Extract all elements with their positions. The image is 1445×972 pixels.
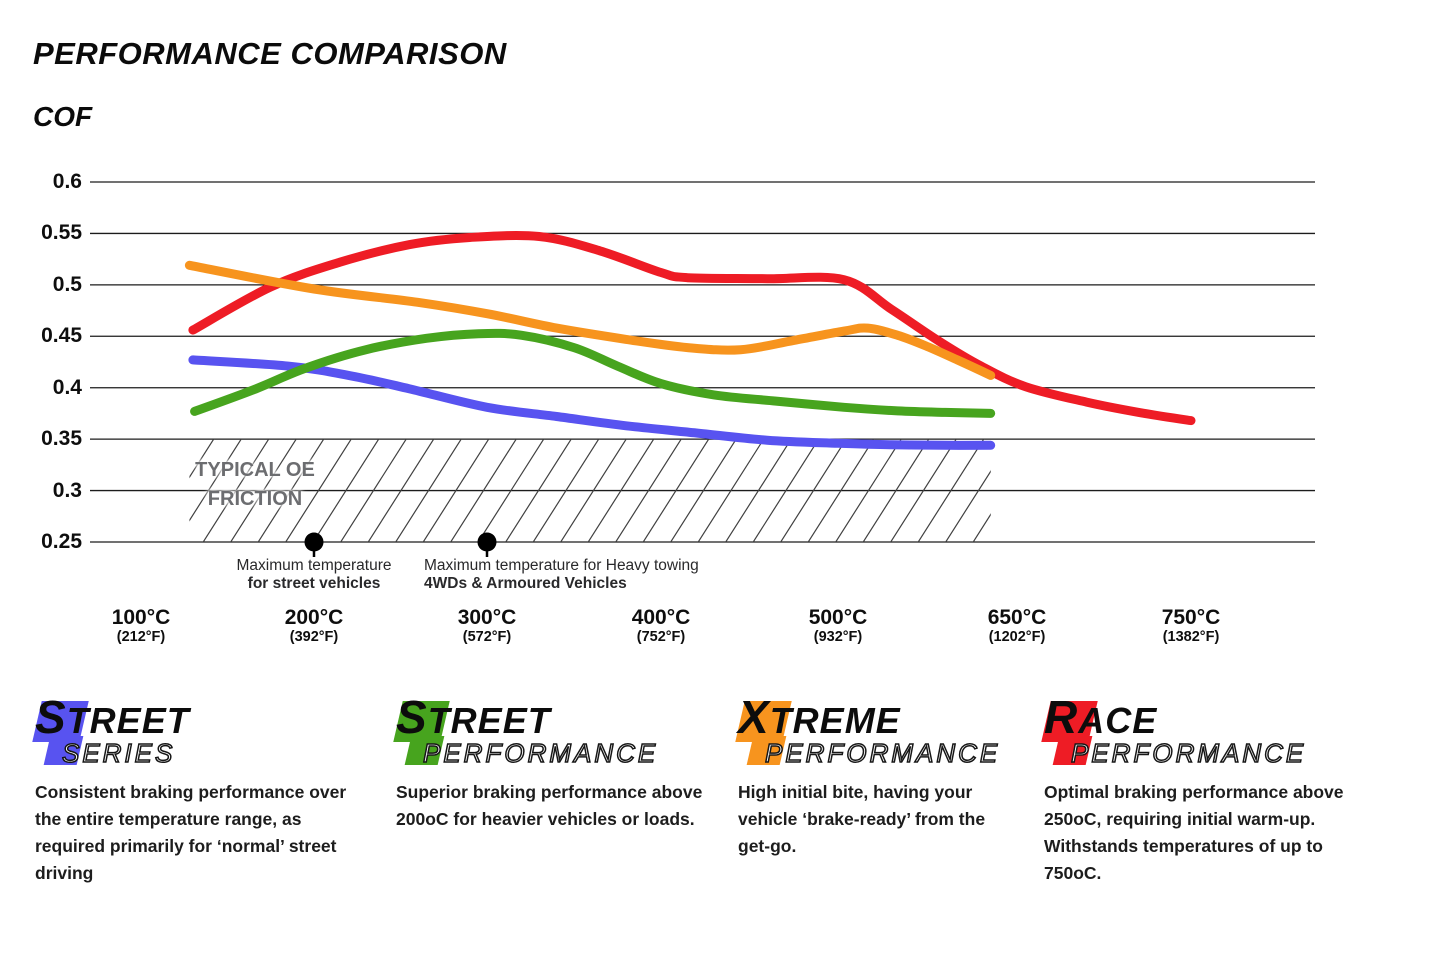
- legend-description: Superior braking performance above 200oC…: [396, 782, 703, 829]
- x-tick-celsius: 100°C: [111, 606, 171, 629]
- legend-description: High initial bite, having your vehicle ‘…: [738, 782, 986, 856]
- legend-item-street-performance: STREET PERFORMANCE Superior braking perfor…: [393, 694, 714, 833]
- marker-dot-0: [304, 532, 324, 552]
- x-tick-label-300: 300°C (572°F): [412, 607, 562, 646]
- x-tick-fahrenheit: (1202°F): [988, 629, 1046, 645]
- logo-line2: PERFORMANCE: [422, 737, 659, 769]
- y-tick-label-0.35: 0.35: [41, 427, 82, 451]
- annotation-1: Maximum temperature for Heavy towing 4WDs…: [424, 557, 734, 592]
- logo-big-letter: X: [738, 691, 770, 743]
- legend-description: Optimal braking performance above 250oC,…: [1044, 782, 1344, 883]
- y-tick-label-0.55: 0.55: [41, 221, 82, 245]
- x-tick-fahrenheit: (212°F): [116, 629, 166, 645]
- annotation-line1: Maximum temperature for Heavy towing: [424, 557, 699, 574]
- annotation-0: Maximum temperature for street vehicles: [199, 557, 429, 592]
- x-tick-label-200: 200°C (392°F): [239, 607, 389, 646]
- marker-dot-1: [477, 532, 497, 552]
- x-tick-label-750: 750°C (1382°F): [1116, 607, 1266, 646]
- logo-line2: SERIES: [61, 737, 176, 769]
- legend-item-race-performance: RACE PERFORMANCE Optimal braking performan…: [1041, 694, 1369, 887]
- series-line-street-series: [188, 355, 996, 450]
- band-label-line1: TYPICAL OE: [195, 459, 315, 481]
- annotation-line1: Maximum temperature: [236, 557, 392, 574]
- x-tick-label-500: 500°C (932°F): [763, 607, 913, 646]
- logo-rest-letters: ACE: [1078, 700, 1158, 741]
- x-tick-celsius: 650°C: [987, 606, 1047, 629]
- logo-line1: STREET: [396, 694, 714, 741]
- typical-oe-friction-label: TYPICAL OE FRICTION: [191, 456, 319, 514]
- x-tick-label-650: 650°C (1202°F): [942, 607, 1092, 646]
- annotation-line2: for street vehicles: [247, 574, 381, 592]
- annotation-line2: 4WDs & Armoured Vehicles: [424, 574, 627, 592]
- band-label-line2: FRICTION: [207, 488, 303, 510]
- y-tick-label-0.45: 0.45: [41, 324, 82, 348]
- y-tick-label-0.25: 0.25: [41, 530, 82, 553]
- logo-line1: RACE: [1044, 694, 1369, 741]
- legend-item-xtreme-performance: XTREME PERFORMANCE High initial bite, havi…: [735, 694, 1020, 860]
- x-tick-fahrenheit: (1382°F): [1162, 629, 1220, 645]
- logo-rest-letters: TREME: [769, 700, 901, 741]
- x-tick-fahrenheit: (392°F): [289, 629, 339, 645]
- x-tick-fahrenheit: (752°F): [636, 629, 686, 645]
- x-tick-celsius: 500°C: [808, 606, 868, 629]
- logo-rest-letters: TREET: [66, 700, 190, 741]
- x-tick-fahrenheit: (932°F): [813, 629, 863, 645]
- x-tick-fahrenheit: (572°F): [462, 629, 512, 645]
- logo-line1: STREET: [35, 694, 365, 741]
- logo-race-performance: RACE PERFORMANCE: [1041, 694, 1369, 773]
- logo-big-letter: S: [396, 691, 428, 743]
- x-tick-label-400: 400°C (752°F): [586, 607, 736, 646]
- logo-line2: PERFORMANCE: [1070, 737, 1307, 769]
- performance-chart: [90, 181, 1315, 557]
- legend-description: Consistent braking performance over the …: [35, 782, 347, 883]
- logo-street-series: STREET SERIES: [32, 694, 365, 773]
- x-tick-label-100: 100°C (212°F): [66, 607, 216, 646]
- x-tick-celsius: 400°C: [631, 606, 691, 629]
- page-title: PERFORMANCE COMPARISON: [33, 36, 507, 71]
- y-tick-label-0.6: 0.6: [52, 170, 82, 193]
- logo-xtreme-performance: XTREME PERFORMANCE: [735, 694, 1020, 773]
- x-tick-celsius: 200°C: [284, 606, 344, 629]
- logo-rest-letters: TREET: [427, 700, 551, 741]
- series-line-xtreme-performance: [184, 260, 996, 380]
- oe-friction-hatch: [189, 439, 991, 542]
- y-tick-label-0.5: 0.5: [52, 272, 82, 296]
- logo-street-performance: STREET PERFORMANCE: [393, 694, 714, 773]
- legend-item-street-series: STREET SERIES Consistent braking performan…: [32, 694, 365, 887]
- series-line-street-performance: [190, 328, 996, 418]
- logo-line2: PERFORMANCE: [764, 737, 1001, 769]
- logo-line1: XTREME: [738, 694, 1020, 741]
- x-tick-celsius: 750°C: [1161, 606, 1221, 629]
- logo-big-letter: R: [1044, 691, 1079, 743]
- y-axis-title: COF: [33, 101, 93, 132]
- x-tick-celsius: 300°C: [457, 606, 517, 629]
- logo-big-letter: S: [35, 691, 67, 743]
- y-tick-label-0.3: 0.3: [52, 478, 82, 502]
- y-tick-label-0.4: 0.4: [52, 375, 82, 399]
- series-line-race-performance: [188, 230, 1196, 426]
